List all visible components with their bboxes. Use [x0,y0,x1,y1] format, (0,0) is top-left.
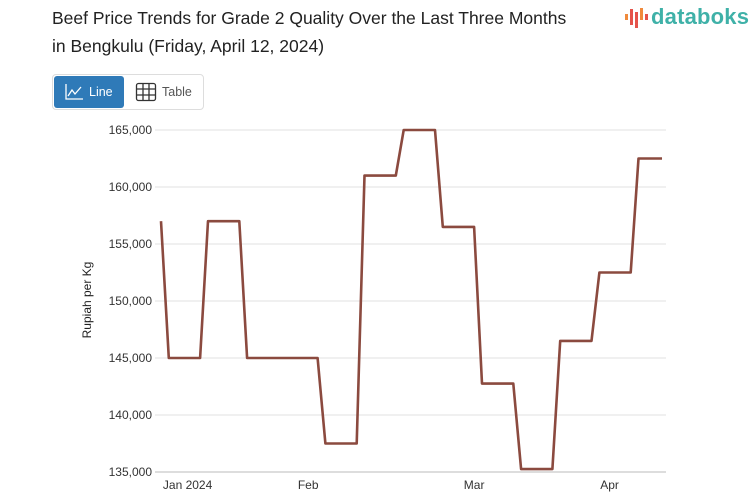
x-tick-label: Jan 2024 [163,478,213,492]
table-view-label: Table [162,85,192,99]
y-tick-label: 150,000 [109,294,153,308]
table-view-button[interactable]: Table [125,75,202,109]
x-tick-label: Feb [298,478,319,492]
logo-text: databoks [651,4,750,29]
series-line [159,128,662,471]
x-tick-label: Mar [464,478,485,492]
view-toggle: Line Table [52,74,204,110]
y-tick-label: 165,000 [109,123,153,137]
line-view-label: Line [89,85,113,99]
databoks-logo: databoks [624,4,749,30]
y-axis-label: Rupiah per Kg [80,262,94,339]
chart-title: Beef Price Trends for Grade 2 Quality Ov… [52,8,567,56]
y-tick-label: 155,000 [109,237,153,251]
logo-bars-icon [625,8,648,28]
line-view-button[interactable]: Line [54,76,124,108]
x-tick-label: Apr [600,478,619,492]
y-tick-label: 145,000 [109,351,153,365]
y-tick-label: 135,000 [109,465,153,479]
table-grid-icon [135,82,157,102]
y-tick-label: 140,000 [109,408,153,422]
y-tick-label: 160,000 [109,180,153,194]
line-chart-icon [65,84,83,100]
